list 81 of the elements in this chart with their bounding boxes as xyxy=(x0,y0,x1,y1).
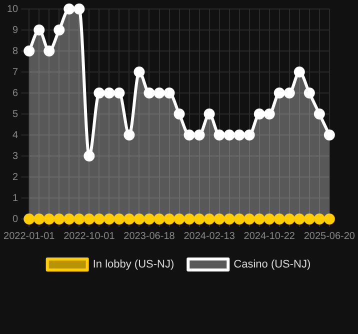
legend-label: Casino (US-NJ) xyxy=(234,258,311,271)
x-tick-label: 2023-06-18 xyxy=(124,230,176,242)
x-tick-label: 2022-10-01 xyxy=(64,230,116,242)
point xyxy=(144,214,155,224)
point xyxy=(174,214,185,224)
point xyxy=(244,214,255,224)
point xyxy=(214,130,225,140)
point xyxy=(84,150,95,162)
point xyxy=(204,108,215,120)
x-tick-label: 2025-06-20 xyxy=(304,230,356,242)
point xyxy=(34,214,45,224)
point xyxy=(74,214,85,224)
point xyxy=(224,130,235,140)
point xyxy=(164,88,175,98)
point xyxy=(304,214,315,224)
point xyxy=(124,214,135,224)
point xyxy=(134,214,145,224)
x-tick-label: 2024-02-13 xyxy=(184,230,236,242)
point xyxy=(254,214,265,224)
point xyxy=(294,66,305,78)
point xyxy=(264,108,275,120)
point xyxy=(94,214,105,224)
point xyxy=(214,214,225,224)
y-tick-label: 5 xyxy=(12,108,19,120)
y-tick-label: 10 xyxy=(7,4,19,15)
point xyxy=(44,46,55,56)
point xyxy=(104,214,115,224)
legend-label: In lobby (US-NJ) xyxy=(92,258,174,271)
point xyxy=(314,214,325,224)
y-tick-label: 8 xyxy=(12,46,19,57)
point xyxy=(144,88,155,98)
point xyxy=(244,130,255,140)
point xyxy=(94,88,105,98)
y-tick-label: 7 xyxy=(12,66,19,78)
point xyxy=(174,108,185,120)
point xyxy=(74,4,85,14)
point xyxy=(154,88,165,98)
point xyxy=(234,130,245,140)
point xyxy=(24,214,35,224)
point xyxy=(64,4,75,14)
point xyxy=(184,214,195,224)
y-tick-label: 9 xyxy=(12,24,19,36)
point xyxy=(54,24,65,36)
point xyxy=(274,88,285,98)
x-tick-label: 2022-01-01 xyxy=(4,230,56,242)
point xyxy=(154,214,165,224)
point xyxy=(134,66,145,78)
point xyxy=(294,214,305,224)
point xyxy=(114,88,125,98)
point xyxy=(64,214,75,224)
y-tick-label: 3 xyxy=(12,150,19,162)
point xyxy=(24,46,35,56)
point xyxy=(204,214,215,224)
point xyxy=(104,88,115,98)
y-tick-label: 1 xyxy=(12,192,19,204)
x-tick-label: 2024-10-22 xyxy=(244,230,296,242)
point xyxy=(34,24,45,36)
point xyxy=(124,130,135,140)
y-tick-label: 4 xyxy=(12,130,19,141)
point xyxy=(284,214,295,224)
point xyxy=(314,108,325,120)
point xyxy=(274,214,285,224)
y-tick-label: 6 xyxy=(12,88,19,99)
point xyxy=(84,214,95,224)
point xyxy=(164,214,175,224)
point xyxy=(114,214,125,224)
point xyxy=(224,214,235,224)
point xyxy=(54,214,65,224)
point xyxy=(324,214,335,224)
point xyxy=(194,130,205,140)
point xyxy=(284,88,295,98)
point xyxy=(264,214,275,224)
point xyxy=(194,214,205,224)
point xyxy=(234,214,245,224)
point xyxy=(324,130,335,140)
y-tick-label: 0 xyxy=(12,214,19,225)
point xyxy=(254,108,265,120)
point xyxy=(44,214,55,224)
point xyxy=(184,130,195,140)
y-tick-label: 2 xyxy=(12,172,19,183)
point xyxy=(304,88,315,98)
